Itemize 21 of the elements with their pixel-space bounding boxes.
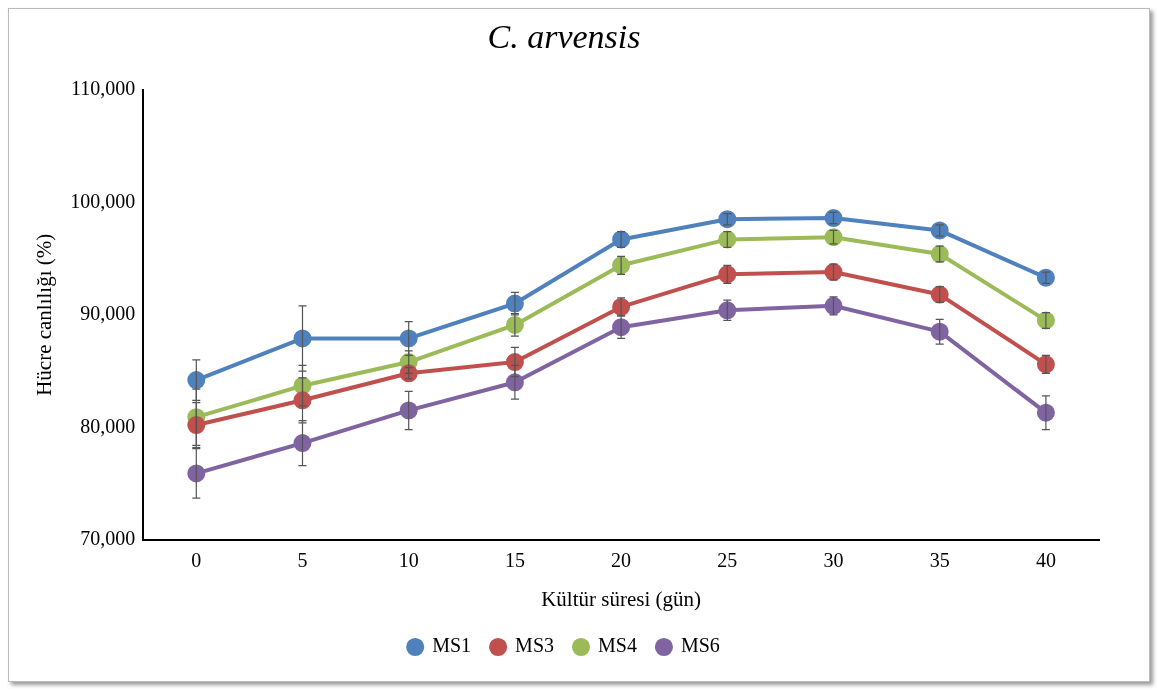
x-tick-label: 25 [717, 549, 738, 572]
x-tick-label: 0 [191, 549, 202, 572]
y-tick-label: 90,000 [80, 302, 136, 325]
x-tick-label: 35 [929, 549, 950, 572]
x-tick-label: 5 [297, 549, 308, 572]
legend-label: MS1 [432, 634, 472, 657]
x-tick-label: 30 [823, 549, 844, 572]
y-tick-label: 110,000 [70, 77, 136, 100]
legend-label: MS3 [515, 634, 554, 657]
y-tick-label: 80,000 [80, 414, 136, 437]
y-tick-label: 70,000 [80, 527, 136, 550]
x-tick-label: 10 [398, 549, 419, 572]
x-axis-title: Kültür süresi (gün) [541, 586, 702, 611]
x-tick-label: 20 [611, 549, 632, 572]
x-tick-label: 40 [1035, 549, 1056, 572]
y-axis-title: Hücre canlılığı (%) [32, 233, 57, 396]
chart-title: C. arvensis [487, 18, 641, 56]
y-tick-label: 100,000 [70, 189, 136, 212]
legend-label: MS6 [680, 634, 720, 657]
x-tick-label: 15 [504, 549, 525, 572]
legend-label: MS4 [598, 634, 637, 657]
